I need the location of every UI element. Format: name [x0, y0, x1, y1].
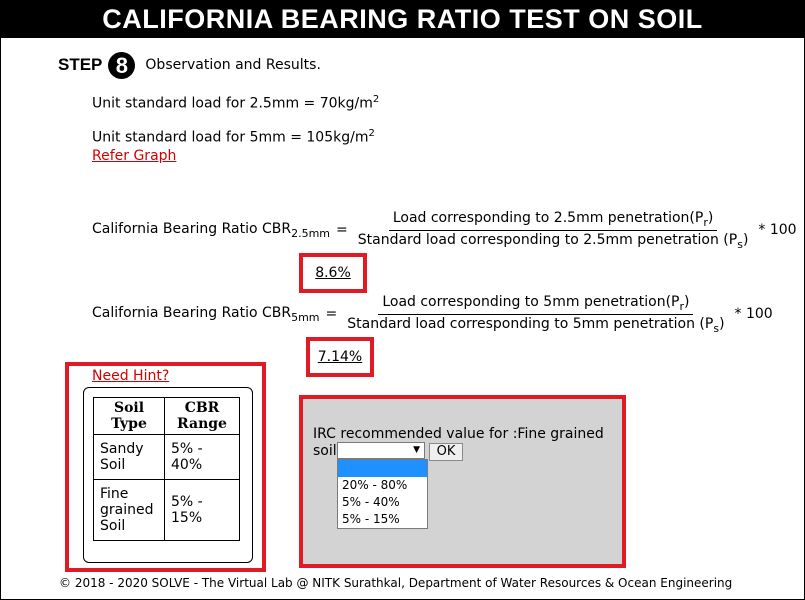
cbr-5mm-denominator: Standard load corresponding to 5mm penet…: [347, 315, 725, 335]
cbr-5mm-result: 7.14%: [306, 337, 374, 377]
standard-load-2-5mm-text: Unit standard load for 2.5mm = 70kg/m: [92, 95, 373, 112]
hint-table-container: Soil Type CBR Range Sandy Soil 5% - 40% …: [83, 387, 253, 563]
step-label: STEP: [58, 55, 103, 74]
hint-highlight-box: [65, 362, 266, 572]
header-cbr-range: CBR Range: [164, 397, 240, 435]
need-hint-link[interactable]: Need Hint?: [92, 368, 170, 384]
cbr-5mm-prefix: California Bearing Ratio CBR5mm: [92, 304, 320, 324]
cbr-2-5mm-fraction: Load corresponding to 2.5mm penetration(…: [354, 210, 753, 251]
footer-text: © 2018 - 2020 SOLVE - The Virtual Lab @ …: [59, 576, 733, 590]
cbr-5mm-equals: =: [325, 306, 338, 323]
cbr-range-table: Soil Type CBR Range Sandy Soil 5% - 40% …: [93, 397, 240, 541]
cbr-2-5mm-multiplier: * 100: [758, 222, 797, 239]
cbr-5mm-numerator: Load corresponding to 5mm penetration(Pr…: [378, 294, 694, 315]
cbr-5mm-formula: California Bearing Ratio CBR5mm = Load c…: [92, 294, 773, 335]
cbr-2-5mm-denominator: Standard load corresponding to 2.5mm pen…: [357, 231, 749, 251]
dropdown-option[interactable]: 5% - 15%: [342, 512, 400, 526]
standard-load-2-5mm: Unit standard load for 2.5mm = 70kg/m2: [92, 94, 379, 112]
table-row: Sandy Soil 5% - 40%: [93, 434, 240, 480]
ok-button[interactable]: OK: [429, 443, 463, 461]
table-row: Fine grained Soil 5% - 15%: [93, 479, 240, 541]
cbr-5mm-fraction: Load corresponding to 5mm penetration(Pr…: [343, 294, 728, 335]
cbr-2-5mm-prefix: California Bearing Ratio CBR2.5mm: [92, 220, 331, 240]
irc-dropdown-list: 20% - 80% 5% - 40% 5% - 15%: [337, 459, 428, 529]
table-cell: 5% - 40%: [164, 434, 240, 480]
standard-load-2-5mm-sup: 2: [372, 94, 380, 105]
standard-load-5mm-sup: 2: [368, 128, 375, 139]
cbr-2-5mm-numerator: Load corresponding to 2.5mm penetration(…: [388, 210, 718, 231]
table-cell: Fine grained Soil: [93, 479, 165, 541]
dropdown-option[interactable]: 20% - 80%: [342, 478, 408, 492]
table-header-row: Soil Type CBR Range: [93, 397, 240, 435]
irc-prompt: IRC recommended value for :Fine grained …: [313, 426, 604, 459]
cbr-2-5mm-equals: =: [336, 222, 348, 239]
table-cell: Sandy Soil: [93, 434, 165, 480]
dropdown-option[interactable]: 5% - 40%: [342, 495, 400, 509]
cbr-2-5mm-result: 8.6%: [299, 253, 367, 293]
step-header: STEP 8 Observation and Results.: [58, 50, 321, 80]
page-title: CALIFORNIA BEARING RATIO TEST ON SOIL: [0, 0, 805, 38]
irc-value-select[interactable]: ▼: [337, 442, 425, 459]
irc-recommendation-panel: IRC recommended value for :Fine grained …: [299, 395, 626, 568]
cbr-2-5mm-formula: California Bearing Ratio CBR2.5mm = Load…: [92, 210, 797, 251]
standard-load-5mm-text: Unit standard load for 5mm = 105kg/m: [92, 129, 369, 146]
step-number-badge: 8: [108, 51, 136, 79]
table-cell: 5% - 15%: [164, 479, 240, 541]
header-soil-type: Soil Type: [93, 397, 165, 435]
refer-graph-link[interactable]: Refer Graph: [92, 148, 177, 164]
step-description: Observation and Results.: [145, 57, 321, 73]
cbr-5mm-multiplier: * 100: [734, 306, 773, 323]
dropdown-option[interactable]: [338, 460, 427, 477]
standard-load-5mm: Unit standard load for 5mm = 105kg/m2: [92, 128, 375, 146]
chevron-down-icon: ▼: [413, 445, 420, 455]
